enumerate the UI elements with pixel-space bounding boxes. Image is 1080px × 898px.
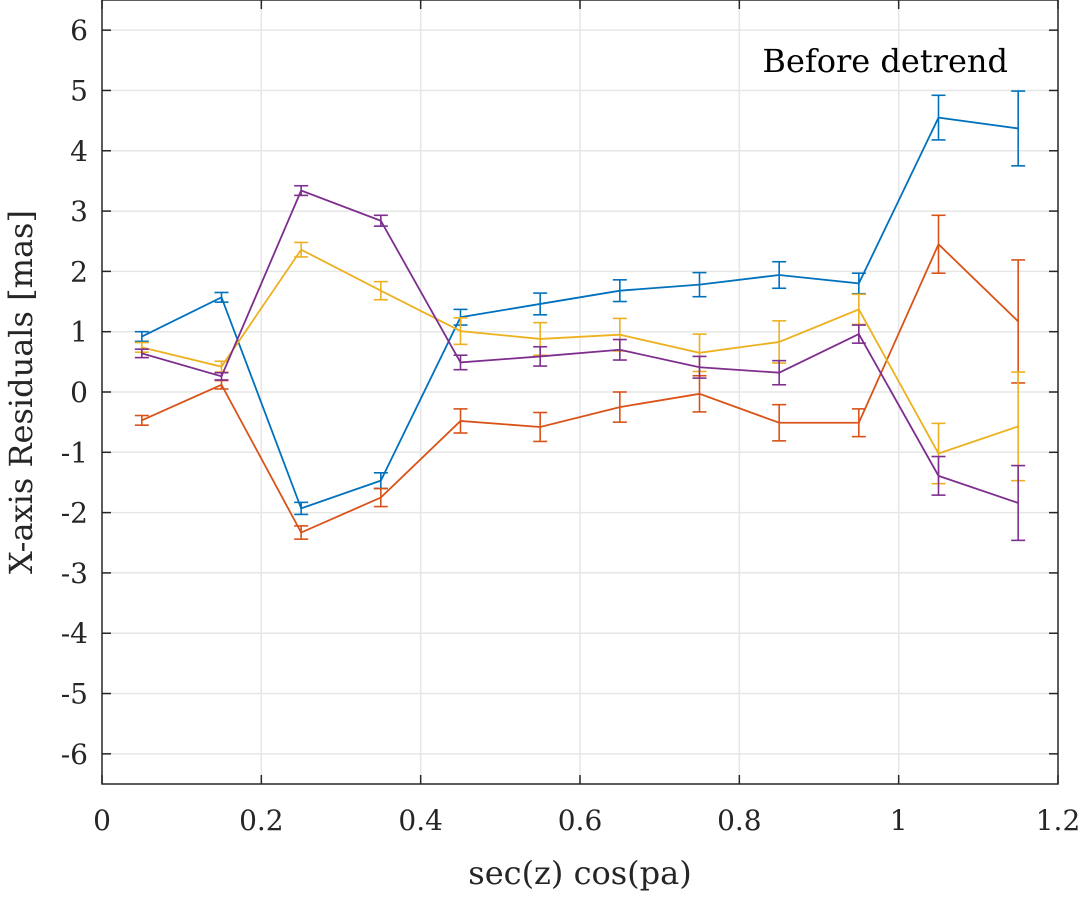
x-axis-label: sec(z) cos(pa) (468, 854, 691, 892)
y-tick-labels: -6 -5 -4 -3 -2 -1 0 1 2 3 4 5 6 (61, 14, 88, 771)
error-bar (772, 359, 787, 386)
series-layer (134, 90, 1026, 542)
x-tick-label: 0.8 (717, 804, 762, 837)
error-bar (612, 338, 627, 361)
x-tick-label: 1.2 (1036, 804, 1080, 837)
y-tick-label: -1 (61, 436, 88, 469)
error-bar (214, 371, 229, 381)
error-bar (692, 271, 707, 298)
series-line (141, 248, 1019, 455)
error-bar (533, 345, 548, 367)
error-bar (453, 408, 468, 434)
error-bar (134, 414, 149, 426)
series-4 (134, 184, 1026, 542)
error-bar (772, 403, 787, 442)
error-bar (294, 501, 309, 516)
error-bar (931, 94, 946, 141)
error-bar (453, 317, 468, 346)
error-bar (851, 324, 866, 344)
annotation-before-detrend: Before detrend (762, 42, 1008, 80)
x-tick-labels: 0 0.2 0.4 0.6 0.8 1 1.2 (93, 804, 1080, 837)
x-tick-label: 0.2 (239, 804, 284, 837)
y-tick-label: 2 (70, 255, 88, 288)
error-bar (533, 292, 548, 316)
y-tick-label: -6 (61, 738, 88, 771)
error-bar (1011, 464, 1026, 542)
ticks (101, 0, 1059, 784)
error-bar (294, 525, 309, 540)
error-bar (851, 408, 866, 438)
y-tick-label: 1 (70, 316, 88, 349)
error-bar (294, 241, 309, 258)
y-tick-label: -3 (61, 557, 88, 590)
error-bar (214, 291, 229, 303)
error-bar (134, 330, 149, 343)
y-tick-label: -4 (61, 617, 88, 650)
error-bar (373, 487, 388, 508)
series-line (141, 242, 1019, 534)
error-bar (453, 354, 468, 371)
error-bar (373, 280, 388, 301)
x-tick-label: 0 (93, 804, 111, 837)
y-tick-label: -5 (61, 678, 88, 711)
series-2 (134, 214, 1026, 540)
series-line (141, 189, 1019, 504)
x-tick-label: 1 (890, 804, 908, 837)
error-bar (612, 391, 627, 423)
y-tick-label: 4 (70, 135, 88, 168)
series-line (141, 116, 1019, 510)
error-bar (692, 355, 707, 379)
error-bar (772, 260, 787, 290)
error-bar (533, 411, 548, 443)
error-bar (373, 214, 388, 227)
y-tick-label: 0 (70, 376, 88, 409)
y-tick-label: -2 (61, 497, 88, 530)
error-bar (612, 279, 627, 303)
y-tick-label: 3 (70, 195, 88, 228)
y-tick-label: 5 (70, 74, 88, 107)
error-bar (134, 348, 149, 359)
y-axis-label: X-axis Residuals [mas] (2, 210, 40, 574)
error-bar (294, 184, 309, 197)
x-tick-label: 0.6 (558, 804, 603, 837)
error-bar (931, 214, 946, 274)
x-tick-label: 0.4 (398, 804, 443, 837)
error-bar (1011, 90, 1026, 167)
y-tick-label: 6 (70, 14, 88, 47)
grid (102, 0, 1058, 784)
error-bar (931, 455, 946, 496)
